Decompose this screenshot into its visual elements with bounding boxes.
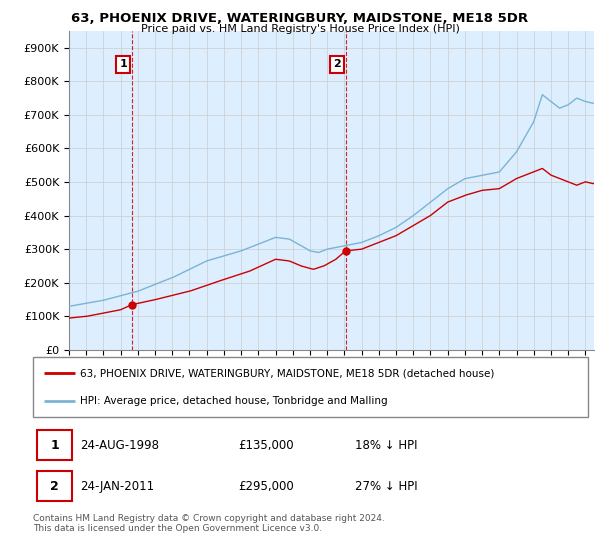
Text: 18% ↓ HPI: 18% ↓ HPI bbox=[355, 439, 418, 452]
FancyBboxPatch shape bbox=[37, 470, 72, 501]
FancyBboxPatch shape bbox=[33, 357, 588, 417]
Text: 27% ↓ HPI: 27% ↓ HPI bbox=[355, 480, 418, 493]
Text: 1: 1 bbox=[50, 439, 59, 452]
Text: 63, PHOENIX DRIVE, WATERINGBURY, MAIDSTONE, ME18 5DR: 63, PHOENIX DRIVE, WATERINGBURY, MAIDSTO… bbox=[71, 12, 529, 25]
Text: £295,000: £295,000 bbox=[238, 480, 294, 493]
Text: HPI: Average price, detached house, Tonbridge and Malling: HPI: Average price, detached house, Tonb… bbox=[80, 396, 388, 406]
Text: £135,000: £135,000 bbox=[238, 439, 294, 452]
Text: 2: 2 bbox=[50, 480, 59, 493]
Text: 1: 1 bbox=[119, 59, 127, 69]
Text: 24-JAN-2011: 24-JAN-2011 bbox=[80, 480, 154, 493]
Text: 24-AUG-1998: 24-AUG-1998 bbox=[80, 439, 159, 452]
Text: 63, PHOENIX DRIVE, WATERINGBURY, MAIDSTONE, ME18 5DR (detached house): 63, PHOENIX DRIVE, WATERINGBURY, MAIDSTO… bbox=[80, 368, 494, 378]
Text: Contains HM Land Registry data © Crown copyright and database right 2024.
This d: Contains HM Land Registry data © Crown c… bbox=[33, 514, 385, 533]
Text: 2: 2 bbox=[333, 59, 341, 69]
Text: Price paid vs. HM Land Registry's House Price Index (HPI): Price paid vs. HM Land Registry's House … bbox=[140, 24, 460, 34]
FancyBboxPatch shape bbox=[37, 430, 72, 460]
